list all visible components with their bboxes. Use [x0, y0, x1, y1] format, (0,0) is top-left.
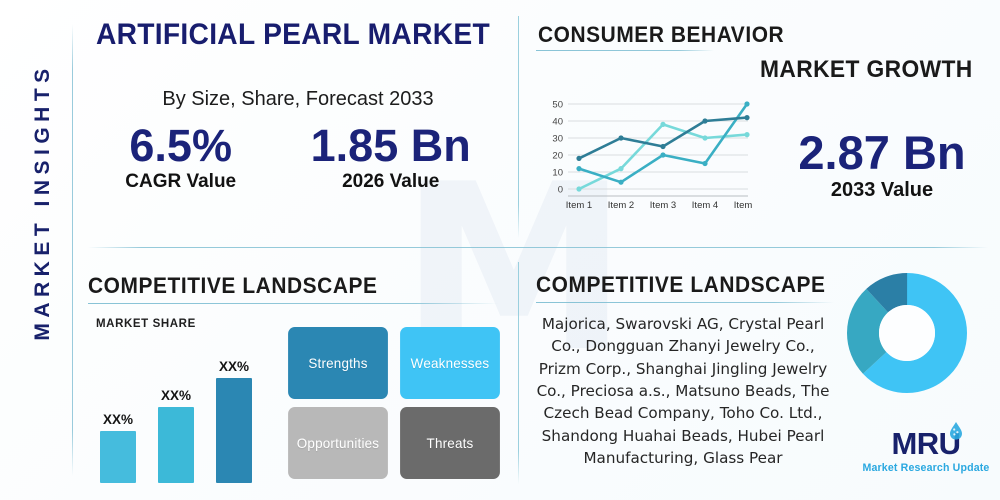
logo-droplet-icon — [949, 422, 962, 440]
vertical-divider-bottom — [518, 262, 519, 484]
bar-2 — [158, 407, 194, 483]
market-growth-heading: MARKET GROWTH — [760, 56, 973, 83]
swot-strengths[interactable]: Strengths — [288, 327, 388, 399]
svg-text:Item 4: Item 4 — [692, 200, 718, 211]
heading-underline-competitive-right — [536, 302, 834, 303]
bar-label-3: XX% — [218, 359, 249, 374]
logo-mru-text: MRU — [891, 426, 961, 461]
kpi-row: 6.5% CAGR Value 1.85 Bn 2026 Value — [88, 122, 508, 193]
donut-segment-3 — [847, 273, 967, 393]
line-chart-gridlines — [568, 103, 748, 190]
market-share-bar-chart: MARKET SHARE XX% XX% XX% — [88, 318, 278, 483]
svg-text:Item 5: Item 5 — [734, 200, 754, 211]
vertical-divider-top — [518, 16, 519, 238]
kpi-cagr-label: CAGR Value — [125, 171, 237, 193]
swot-weaknesses[interactable]: Weaknesses — [400, 327, 500, 399]
kpi-2033: 2.87 Bn 2033 Value — [772, 128, 992, 202]
swot-threats[interactable]: Threats — [400, 407, 500, 479]
kpi-cagr: 6.5% CAGR Value — [125, 122, 236, 193]
section-heading-competitive-right: COMPETITIVE LANDSCAPE — [536, 272, 826, 297]
svg-text:0: 0 — [558, 185, 563, 196]
kpi-2026-label: 2026 Value — [342, 171, 440, 193]
kpi-2033-label: 2033 Value — [830, 179, 934, 202]
svg-text:Item 2: Item 2 — [608, 200, 634, 211]
market-insights-label: MARKET INSIGHTS — [31, 63, 54, 341]
bar-column-1: XX% — [100, 412, 136, 483]
kpi-2026: 1.85 Bn 2026 Value — [311, 122, 471, 193]
heading-underline-competitive-left — [88, 303, 498, 304]
sidebar-divider — [72, 24, 73, 476]
kpi-2033-value: 2.87 Bn — [798, 126, 966, 179]
heading-underline-consumer-behavior — [536, 50, 714, 51]
logo-tagline: Market Research Update — [862, 462, 990, 474]
swot-matrix: Strengths Weaknesses Opportunities Threa… — [286, 327, 502, 479]
consumer-behavior-line-chart: 50 40 30 20 10 0 — [552, 100, 754, 212]
bar-label-1: XX% — [102, 412, 133, 427]
donut-hole — [879, 305, 935, 361]
bar-1 — [100, 431, 136, 483]
line-chart-markers — [576, 101, 750, 192]
page-title: ARTIFICIAL PEARL MARKET — [96, 18, 490, 51]
market-segment-donut-chart — [847, 273, 967, 393]
bar-group: XX% XX% XX% — [88, 351, 278, 483]
bar-3 — [216, 378, 252, 483]
svg-text:10: 10 — [552, 168, 563, 179]
svg-text:40: 40 — [552, 117, 563, 128]
bar-column-2: XX% — [158, 388, 194, 483]
swot-opportunities[interactable]: Opportunities — [288, 407, 388, 479]
swot-weaknesses-label: Weaknesses — [410, 355, 490, 371]
market-share-title: MARKET SHARE — [96, 318, 196, 330]
line-chart-x-axis-labels: Item 1 Item 2 Item 3 Item 4 Item 5 — [566, 200, 754, 211]
horizontal-divider — [88, 247, 988, 248]
kpi-2026-value: 1.85 Bn — [310, 120, 471, 171]
swot-strengths-label: Strengths — [308, 355, 368, 371]
bar-column-3: XX% — [216, 359, 252, 483]
svg-text:Item 1: Item 1 — [566, 200, 592, 211]
donut-segment-2 — [847, 273, 967, 393]
svg-text:30: 30 — [552, 134, 563, 145]
svg-text:20: 20 — [552, 151, 563, 162]
brand-logo: MRU Market Research Update — [860, 422, 992, 474]
page-subtitle: By Size, Share, Forecast 2033 — [162, 88, 434, 110]
company-list: Majorica, Swarovski AG, Crystal Pearl Co… — [536, 315, 830, 468]
swot-threats-label: Threats — [426, 435, 474, 451]
logo-mark-text: MRU — [891, 422, 962, 461]
swot-opportunities-label: Opportunities — [296, 435, 380, 451]
kpi-cagr-value: 6.5% — [129, 120, 232, 171]
section-heading-competitive-left: COMPETITIVE LANDSCAPE — [88, 273, 378, 298]
bar-label-2: XX% — [160, 388, 191, 403]
line-chart-y-axis-labels: 50 40 30 20 10 0 — [552, 100, 563, 196]
svg-text:Item 3: Item 3 — [650, 200, 676, 211]
svg-text:50: 50 — [552, 100, 563, 111]
section-heading-consumer-behavior: CONSUMER BEHAVIOR — [538, 22, 785, 47]
line-series-2 — [577, 102, 749, 184]
